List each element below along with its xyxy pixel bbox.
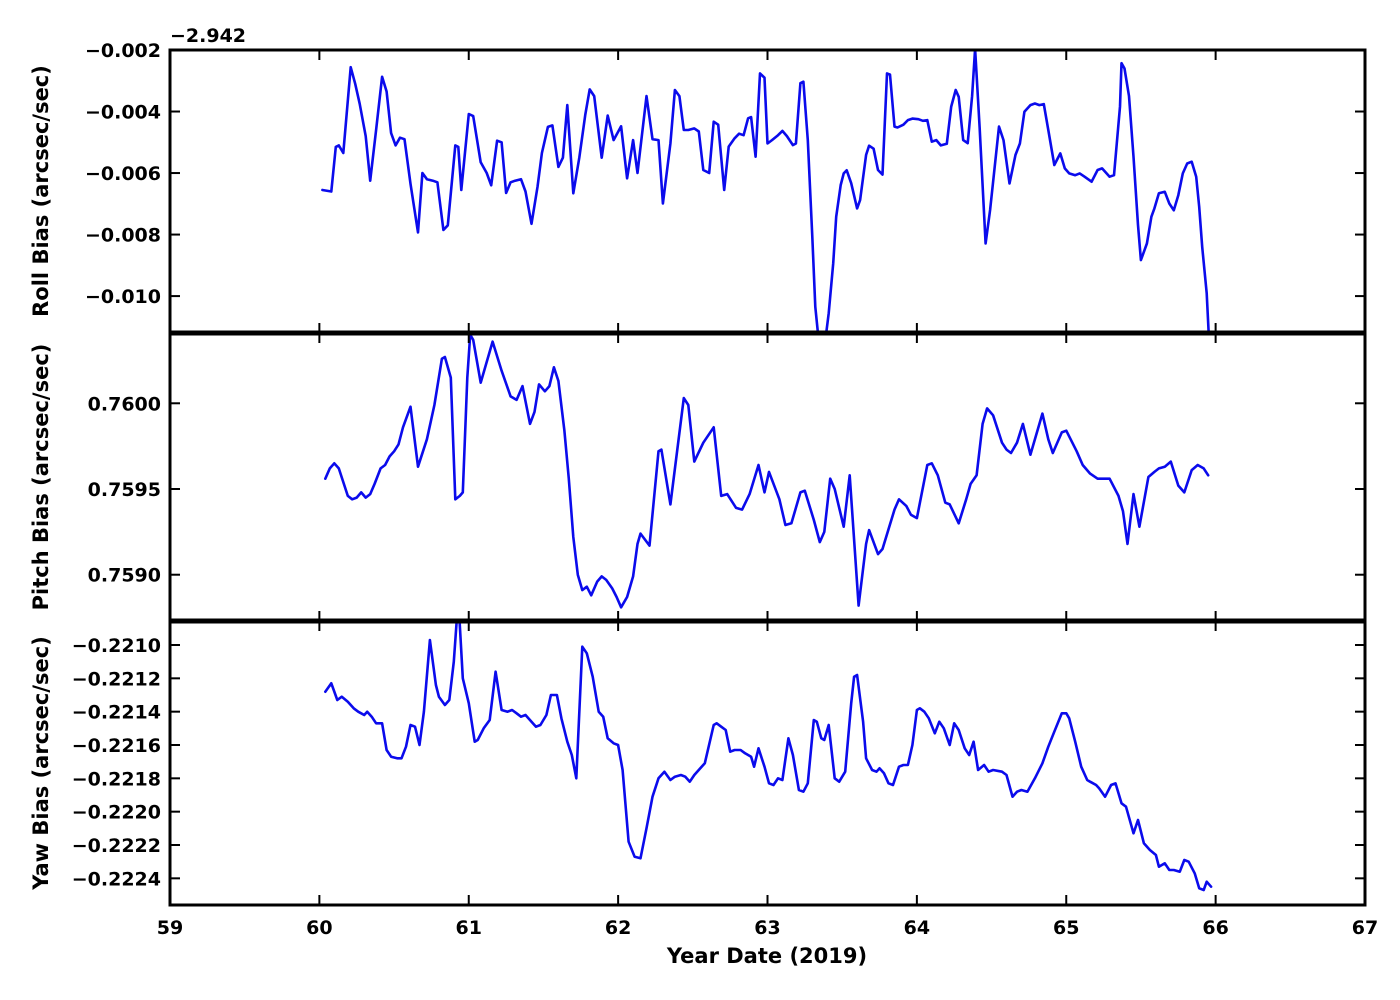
yaw-y-tick-label: −0.2214 xyxy=(72,702,161,724)
roll-y-tick-label: −0.004 xyxy=(85,102,161,124)
pitch-series-line xyxy=(323,333,1210,609)
yaw-y-tick-label: −0.2212 xyxy=(72,668,161,690)
x-axis-title: Year Date (2019) xyxy=(666,944,867,968)
x-tick-label: 67 xyxy=(1352,917,1378,939)
x-tick-label: 62 xyxy=(605,917,631,939)
yaw-y-tick-label: −0.2222 xyxy=(72,835,161,857)
pitch-y-tick-label: 0.7590 xyxy=(88,565,161,587)
roll-y-tick-label: −0.006 xyxy=(85,163,161,185)
x-tick-label: 60 xyxy=(306,917,332,939)
x-tick-label: 64 xyxy=(904,917,930,939)
yaw-y-tick-label: −0.2224 xyxy=(72,868,161,890)
x-tick-label: 61 xyxy=(456,917,482,939)
pitch-y-tick-label: 0.7600 xyxy=(88,393,161,415)
roll-series-line xyxy=(321,50,1210,333)
yaw-y-tick-label: −0.2210 xyxy=(72,635,161,657)
x-tick-label: 59 xyxy=(157,917,183,939)
yaw-y-tick-label: −0.2218 xyxy=(72,768,161,790)
yaw-series-line xyxy=(323,621,1213,892)
generated-axes-and-series: −0.002 −0.004 −0.006 −0.008 −0.010 0.7600 0.75… xyxy=(72,40,1378,939)
yaw-y-axis-title: Yaw Bias (arcsec/sec) xyxy=(29,636,53,891)
roll-y-axis-title: Roll Bias (arcsec/sec) xyxy=(29,65,53,317)
x-tick-label: 65 xyxy=(1053,917,1079,939)
roll-y-tick-label: −0.008 xyxy=(85,225,161,247)
roll-axis-offset-label: −2.942 xyxy=(170,25,246,47)
pitch-y-tick-label: 0.7595 xyxy=(88,479,161,501)
pitch-y-axis-title: Pitch Bias (arcsec/sec) xyxy=(29,344,53,611)
roll-y-tick-label: −0.002 xyxy=(85,40,161,62)
x-tick-label: 66 xyxy=(1202,917,1228,939)
yaw-y-tick-label: −0.2220 xyxy=(72,802,161,824)
roll-y-tick-label: −0.010 xyxy=(85,286,161,308)
yaw-y-tick-label: −0.2216 xyxy=(72,735,161,757)
x-tick-label: 63 xyxy=(754,917,780,939)
